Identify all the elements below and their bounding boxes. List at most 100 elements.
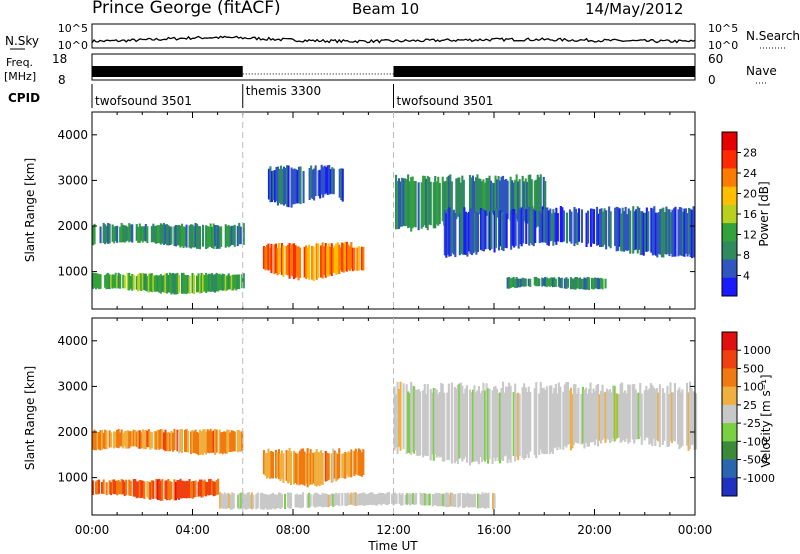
velocity-cell — [663, 392, 666, 441]
power-cell — [428, 177, 431, 225]
velocity-cell — [423, 383, 426, 456]
power-cell — [635, 209, 638, 250]
power-cell — [146, 226, 149, 244]
power-cell — [449, 211, 452, 257]
power-cell — [165, 273, 168, 294]
power-cell — [434, 176, 437, 229]
velocity-cell — [191, 430, 194, 454]
velocity-cell — [221, 432, 224, 455]
velocity-cell — [102, 432, 105, 449]
power-cell — [242, 223, 245, 245]
power-cell — [475, 211, 478, 255]
velocity-cell — [185, 429, 188, 453]
power-cell — [236, 225, 239, 247]
power-cell — [404, 178, 407, 227]
power-cell — [568, 209, 571, 242]
power-cell — [211, 226, 214, 248]
velocity-cell — [378, 492, 381, 505]
velocity-cell — [393, 386, 396, 451]
velocity-cell — [338, 493, 341, 507]
power-cell — [476, 213, 479, 252]
power-cell — [303, 246, 306, 278]
power-cell — [279, 165, 282, 205]
velocity-cell — [159, 429, 162, 449]
power-cell — [220, 226, 223, 247]
velocity-cell — [345, 453, 348, 475]
power-cell — [632, 206, 635, 254]
power-cell — [221, 273, 224, 291]
power-cell — [230, 275, 233, 291]
velocity-cell — [288, 447, 291, 483]
power-cell — [199, 226, 202, 250]
velocity-cell — [228, 493, 231, 508]
velocity-cell — [309, 449, 312, 485]
power-cell — [273, 170, 276, 203]
velocity-ytick-label: 1000 — [57, 471, 88, 485]
velocity-cell — [497, 393, 500, 462]
velocity-cell — [177, 480, 180, 500]
velocity-cell — [321, 453, 324, 485]
power-cell — [538, 211, 541, 244]
velocity-cell — [616, 393, 619, 438]
velocity-colorbar: 1000 500 100 25 -25 -100 -500 -1000 — [721, 331, 775, 497]
date-title: 14/May/2012 — [585, 0, 683, 18]
power-cell — [529, 174, 532, 226]
velocity-cell — [280, 494, 283, 508]
velocity-cell — [518, 393, 521, 457]
velocity-cell — [199, 479, 202, 497]
velocity-cell — [484, 390, 487, 462]
velocity-cell — [359, 449, 362, 476]
power-cell — [519, 209, 522, 245]
velocity-cell — [443, 493, 446, 507]
velocity-cell — [468, 389, 471, 466]
power-cell — [477, 178, 480, 215]
velocity-cell — [159, 480, 162, 501]
velocity-cell — [153, 431, 156, 450]
velocity-cell — [282, 453, 285, 483]
velocity-cell — [585, 387, 588, 443]
velocity-cell — [601, 384, 604, 440]
velocity-cell — [135, 431, 138, 447]
velocity-cell — [409, 493, 412, 506]
power-cell — [319, 169, 322, 199]
power-cell — [287, 165, 290, 208]
velocity-cell — [345, 493, 348, 506]
velocity-cell — [493, 386, 496, 458]
power-cell — [479, 208, 482, 250]
power-cell — [171, 272, 174, 294]
power-cell — [529, 210, 532, 244]
velocity-cell — [474, 392, 477, 461]
power-cell — [623, 211, 626, 252]
velocity-colorbar-swatch — [722, 350, 737, 369]
power-cell — [515, 174, 518, 220]
x-tick-labels: 00:00 04:00 08:00 12:00 16:00 20:00 00:00 — [75, 523, 713, 537]
power-cell — [536, 174, 539, 227]
power-cell — [310, 165, 313, 199]
velocity-cell — [362, 492, 365, 506]
velocity-cell — [330, 453, 333, 483]
power-cell — [559, 278, 562, 288]
velocity-cell — [93, 429, 96, 451]
power-cell — [599, 208, 602, 248]
x-tick-label: 00:00 — [678, 523, 713, 537]
nsky-right-tick-top: 10^5 — [708, 22, 738, 35]
power-cell — [177, 224, 180, 246]
velocity-colorbar-swatch — [722, 386, 737, 406]
power-cell — [217, 225, 220, 249]
power-cell — [274, 243, 277, 273]
velocity-cell — [311, 452, 314, 485]
power-cell — [523, 181, 526, 222]
velocity-cell — [297, 452, 300, 486]
velocity-cell — [394, 492, 397, 505]
power-colorbar-tick-label: 12 — [743, 229, 757, 242]
velocity-cell — [554, 383, 557, 448]
velocity-cell — [161, 479, 164, 501]
power-cell — [615, 206, 618, 252]
power-cell — [105, 273, 108, 290]
velocity-cell — [300, 448, 303, 485]
velocity-cell — [637, 392, 640, 439]
velocity-cell — [317, 493, 320, 507]
velocity-cell — [96, 432, 99, 449]
power-cell — [405, 179, 408, 226]
power-cell — [158, 275, 161, 293]
